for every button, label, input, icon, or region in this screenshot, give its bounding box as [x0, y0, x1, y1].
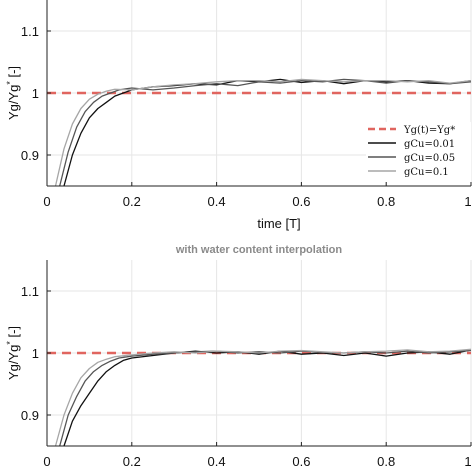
chart-panel-1: 0.9 1 1.1 0 0.2 0.4 0.6 0.8 1 Yg/Yg* [-] time [T] Y…: [5, 0, 472, 231]
x-tick-label: 0: [43, 194, 50, 209]
x-tick-label: 0: [43, 454, 50, 469]
y-tick-label: 1.1: [21, 24, 39, 39]
y-tick-label: 1: [32, 86, 39, 101]
chart-panel-2: 0.9 1 1.1 0 0.2 0.4 0.6 0.8 1 Yg/Yg* [-] with wate…: [5, 244, 472, 469]
y-axis-label-sup: *: [5, 81, 15, 85]
x-tick-label: 0.2: [123, 454, 141, 469]
y-tick-label: 1.1: [21, 284, 39, 299]
x-axis-label: time [T]: [257, 216, 300, 231]
y-tick-label: 0.9: [21, 148, 39, 163]
y-axis-label: Yg/Yg* [-]: [5, 66, 21, 120]
x-tick-label: 1: [464, 454, 471, 469]
y-tick-label: 0.9: [21, 408, 39, 423]
x-tick-label: 0.8: [377, 454, 395, 469]
x-tick-label: 0.6: [292, 454, 310, 469]
series-line-gcu-0-01: [63, 349, 471, 446]
x-tick-label: 0.8: [377, 194, 395, 209]
y-axis-label-sup: *: [5, 341, 15, 345]
panel-title: with water content interpolation: [175, 244, 343, 256]
y-axis-label-unit: [-]: [6, 326, 21, 341]
series-line-gcu-0-1: [54, 78, 471, 186]
legend-label-reference: Yg(t)=Yg*: [403, 125, 455, 136]
legend-label: gCu=0.05: [404, 153, 455, 164]
y-axis-label-unit: [-]: [6, 66, 21, 81]
x-tick-label: 0.4: [208, 454, 226, 469]
series-line-gcu-0-05: [59, 349, 471, 446]
y-axis-label-main: Yg/Yg: [6, 345, 21, 380]
x-tick-label: 1: [464, 194, 471, 209]
x-tick-label: 0.4: [208, 194, 226, 209]
series-line-gcu-0-05: [59, 78, 471, 186]
y-axis-label: Yg/Yg* [-]: [5, 326, 21, 380]
legend-label: gCu=0.01: [404, 139, 455, 150]
x-tick-label: 0.6: [292, 194, 310, 209]
legend-label: gCu=0.1: [404, 167, 449, 178]
legend: Yg(t)=Yg* gCu=0.01 gCu=0.05 gCu=0.1: [366, 122, 471, 182]
y-axis-label-main: Yg/Yg: [6, 85, 21, 120]
x-tick-label: 0.2: [123, 194, 141, 209]
y-tick-label: 1: [32, 346, 39, 361]
legend-box: [366, 122, 471, 182]
series-line-gcu-0-01: [63, 78, 471, 186]
series-line-gcu-0-1: [54, 348, 471, 446]
